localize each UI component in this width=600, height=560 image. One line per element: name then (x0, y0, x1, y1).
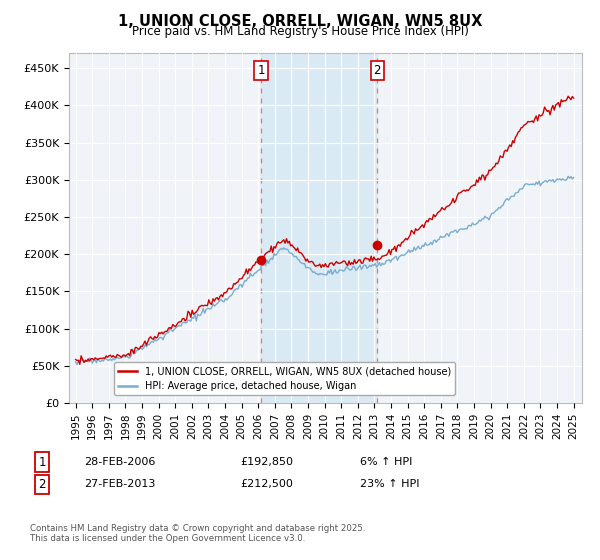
Text: 1, UNION CLOSE, ORRELL, WIGAN, WN5 8UX: 1, UNION CLOSE, ORRELL, WIGAN, WN5 8UX (118, 14, 482, 29)
Text: Contains HM Land Registry data © Crown copyright and database right 2025.
This d: Contains HM Land Registry data © Crown c… (30, 524, 365, 543)
Text: £212,500: £212,500 (240, 479, 293, 489)
Text: 27-FEB-2013: 27-FEB-2013 (84, 479, 155, 489)
Text: 1: 1 (38, 455, 46, 469)
Text: 2: 2 (38, 478, 46, 491)
Text: 1: 1 (257, 64, 265, 77)
Text: £192,850: £192,850 (240, 457, 293, 467)
Text: 6% ↑ HPI: 6% ↑ HPI (360, 457, 412, 467)
Text: 23% ↑ HPI: 23% ↑ HPI (360, 479, 419, 489)
Legend: 1, UNION CLOSE, ORRELL, WIGAN, WN5 8UX (detached house), HPI: Average price, det: 1, UNION CLOSE, ORRELL, WIGAN, WN5 8UX (… (114, 362, 455, 395)
Bar (261, 53, 377, 403)
Text: 2: 2 (373, 64, 381, 77)
Text: 28-FEB-2006: 28-FEB-2006 (84, 457, 155, 467)
Text: Price paid vs. HM Land Registry's House Price Index (HPI): Price paid vs. HM Land Registry's House … (131, 25, 469, 38)
